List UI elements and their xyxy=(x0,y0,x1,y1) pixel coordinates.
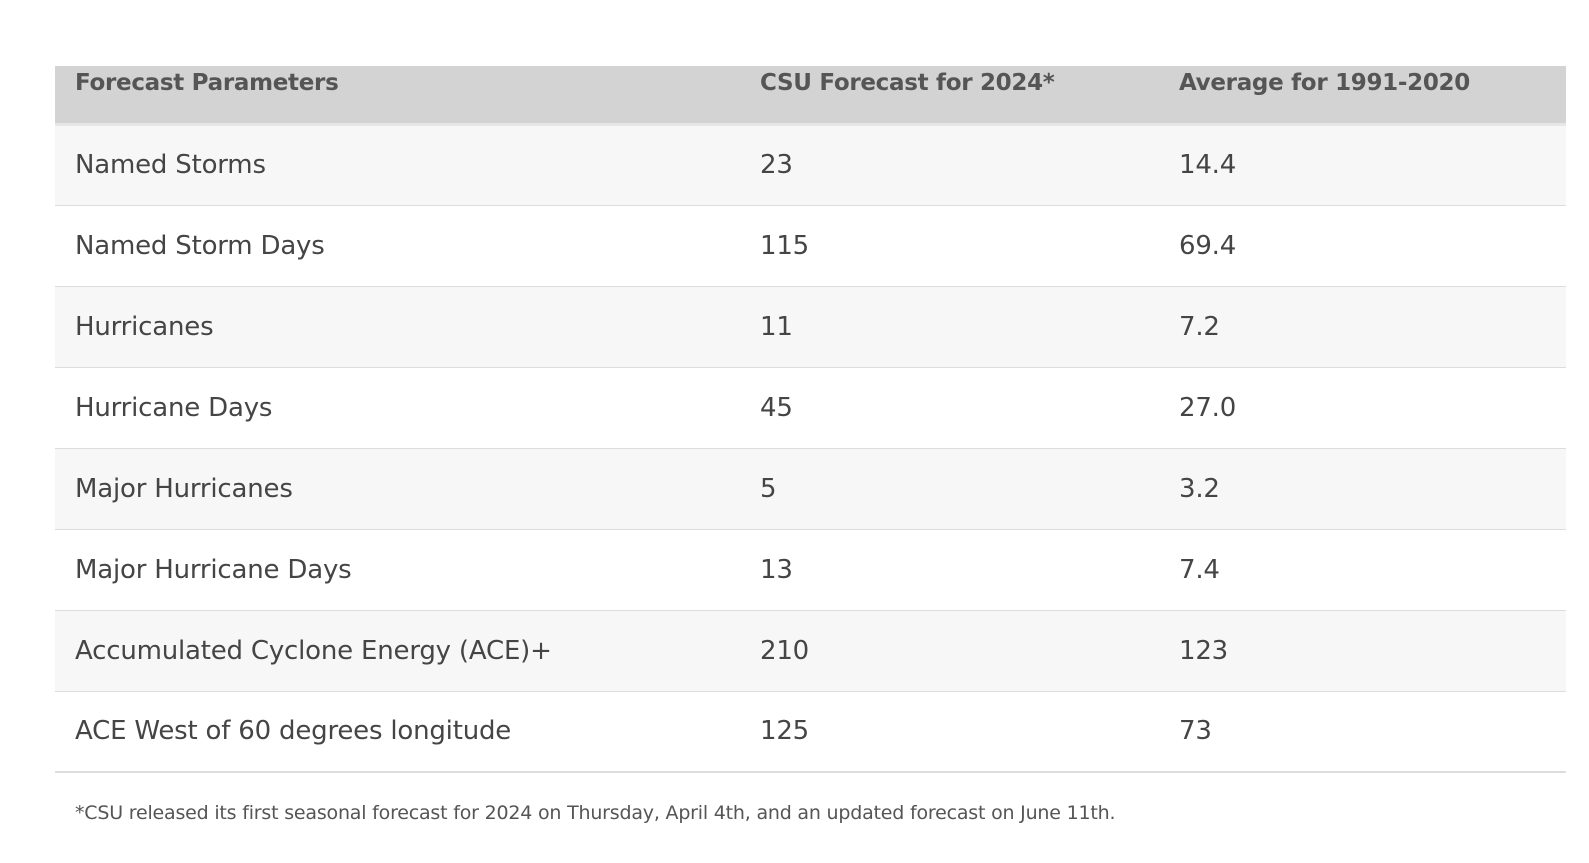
header-average: Average for 1991-2020 xyxy=(1159,66,1566,126)
footnote: *CSU released its first seasonal forecas… xyxy=(75,802,1116,824)
average-cell: 7.4 xyxy=(1179,554,1220,585)
average-cell: 69.4 xyxy=(1179,230,1237,261)
average-cell: 123 xyxy=(1179,635,1229,666)
forecast-cell: 11 xyxy=(760,311,793,342)
table-row: Named Storms 23 14.4 xyxy=(55,124,1566,205)
table-header-row: Forecast Parameters CSU Forecast for 202… xyxy=(55,66,1566,126)
average-cell: 14.4 xyxy=(1179,150,1237,180)
forecast-table-container: Forecast Parameters CSU Forecast for 202… xyxy=(55,66,1566,773)
forecast-table: Forecast Parameters CSU Forecast for 202… xyxy=(55,66,1566,773)
forecast-cell: 210 xyxy=(760,635,810,666)
table-row: ACE West of 60 degrees longitude 125 73 xyxy=(55,691,1566,772)
table-body: Named Storms 23 14.4 Named Storm Days 11… xyxy=(55,124,1566,772)
average-cell: 7.2 xyxy=(1179,311,1220,342)
table-row: Hurricane Days 45 27.0 xyxy=(55,367,1566,448)
table-row: Named Storm Days 115 69.4 xyxy=(55,205,1566,286)
header-forecast-parameters: Forecast Parameters xyxy=(55,66,740,126)
table-row: Major Hurricane Days 13 7.4 xyxy=(55,529,1566,610)
table-row: Major Hurricanes 5 3.2 xyxy=(55,448,1566,529)
forecast-cell: 5 xyxy=(760,473,777,504)
parameter-cell: ACE West of 60 degrees longitude xyxy=(75,716,512,747)
table-row: Accumulated Cyclone Energy (ACE)+ 210 12… xyxy=(55,610,1566,691)
parameter-cell: Hurricanes xyxy=(75,311,214,342)
parameter-cell: Hurricane Days xyxy=(75,392,273,423)
forecast-cell: 125 xyxy=(760,716,810,747)
forecast-cell: 115 xyxy=(760,230,810,261)
parameter-cell: Named Storms xyxy=(75,150,266,180)
parameter-cell: Accumulated Cyclone Energy (ACE)+ xyxy=(75,635,552,666)
average-cell: 3.2 xyxy=(1179,473,1220,504)
parameter-cell: Major Hurricane Days xyxy=(75,554,352,585)
header-csu-forecast: CSU Forecast for 2024* xyxy=(740,66,1159,126)
forecast-cell: 23 xyxy=(760,150,793,180)
table-header: Forecast Parameters CSU Forecast for 202… xyxy=(55,66,1566,126)
forecast-cell: 13 xyxy=(760,554,793,585)
table-row: Hurricanes 11 7.2 xyxy=(55,286,1566,367)
average-cell: 73 xyxy=(1179,716,1212,747)
parameter-cell: Major Hurricanes xyxy=(75,473,293,504)
average-cell: 27.0 xyxy=(1179,392,1237,423)
parameter-cell: Named Storm Days xyxy=(75,230,325,261)
forecast-cell: 45 xyxy=(760,392,793,423)
